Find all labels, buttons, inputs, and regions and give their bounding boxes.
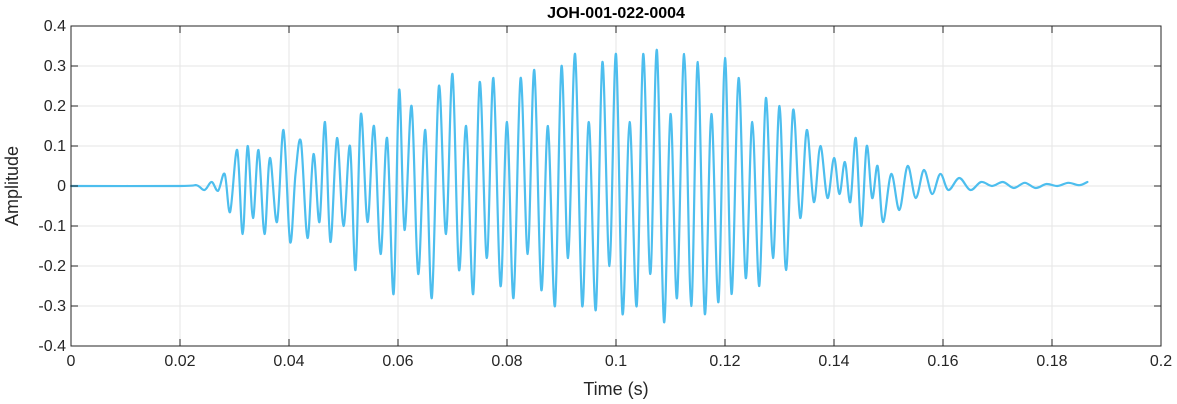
x-tick-label: 0.08 <box>491 353 522 370</box>
y-tick-label: -0.4 <box>38 338 66 355</box>
chart-title: JOH-001-022-0004 <box>547 5 685 22</box>
x-tick-label: 0.2 <box>1150 353 1172 370</box>
x-tick-label: 0.14 <box>818 353 849 370</box>
y-tick-label: 0.1 <box>44 138 66 155</box>
y-axis-label: Amplitude <box>2 146 22 226</box>
x-tick-label: 0.02 <box>164 353 195 370</box>
y-tick-label: 0.2 <box>44 98 66 115</box>
series-layer <box>69 48 1089 324</box>
amplitude-series-line <box>69 48 1089 324</box>
x-tick-label: 0.12 <box>709 353 740 370</box>
y-tick-label: 0.4 <box>44 18 66 35</box>
y-tick-label: 0.3 <box>44 58 66 75</box>
x-tick-label: 0.16 <box>927 353 958 370</box>
y-axis: -0.4 -0.3 -0.2 -0.1 0 0.1 0.2 0.3 0.4 <box>38 18 1161 355</box>
x-tick-label: 0 <box>67 353 76 370</box>
y-tick-label: -0.2 <box>38 258 66 275</box>
x-axis-label: Time (s) <box>583 379 648 399</box>
y-tick-label: -0.1 <box>38 218 66 235</box>
y-tick-label: -0.3 <box>38 298 66 315</box>
x-tick-label: 0.18 <box>1036 353 1067 370</box>
x-axis: 0 0.02 0.04 0.06 0.08 0.1 0.12 0.14 0.16 0.18 0.2 <box>67 26 1172 370</box>
y-tick-label: 0 <box>57 178 66 195</box>
x-tick-label: 0.04 <box>273 353 304 370</box>
x-tick-label: 0.1 <box>605 353 627 370</box>
x-tick-label: 0.06 <box>382 353 413 370</box>
